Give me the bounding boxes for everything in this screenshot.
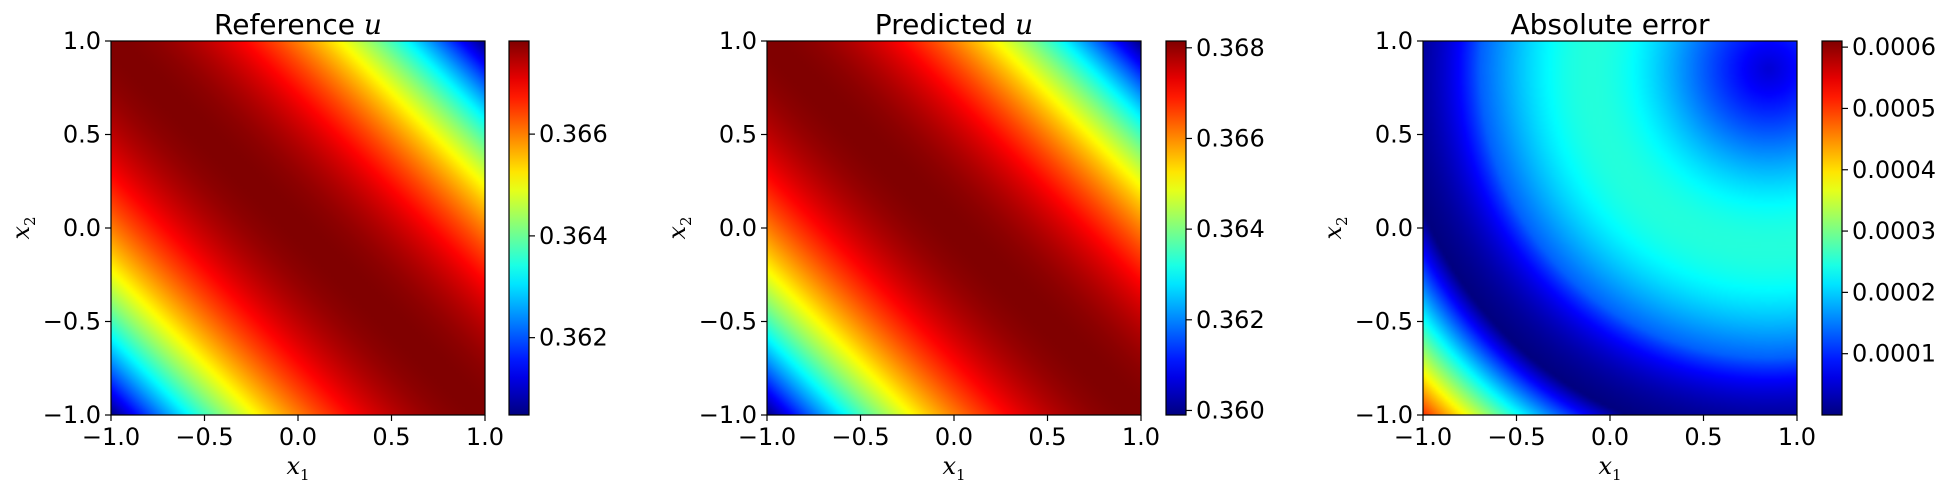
- y-tick-label: −1.0: [699, 401, 757, 429]
- x-tick-label: −1.0: [82, 423, 140, 451]
- y-axis-label: x2: [663, 216, 695, 239]
- colorbar-tick-label: 0.364: [539, 222, 608, 250]
- colorbar-tick-label: 0.368: [1196, 34, 1265, 62]
- y-tick-label: −0.5: [43, 308, 101, 336]
- y-tick-label: 0.0: [719, 214, 757, 242]
- colorbar-tick-label: 0.0004: [1852, 156, 1936, 184]
- heatmap-panel-2: Predicted u −1.0 −0.5 0.0 0.5 1.0 −1.0 −0.5 0.0 0…: [663, 8, 1265, 484]
- y-tick-label: 1.0: [63, 27, 101, 55]
- x-tick-label: 1.0: [1778, 423, 1816, 451]
- x-axis-label: x1: [942, 452, 965, 484]
- y-tick-label: 1.0: [1375, 27, 1413, 55]
- x-tick-label: −1.0: [738, 423, 796, 451]
- x-tick-label: 0.0: [935, 423, 973, 451]
- y-tick-label: 0.5: [63, 121, 101, 149]
- colorbar-tick-label: 0.360: [1196, 396, 1265, 424]
- x-axis-label: x1: [1598, 452, 1621, 484]
- x-axis-label: x1: [286, 452, 309, 484]
- colorbar: [508, 40, 530, 416]
- x-tick-label: 0.5: [372, 423, 410, 451]
- colorbar-tick-label: 0.366: [539, 120, 608, 148]
- heatmap-image: [1423, 41, 1797, 415]
- y-tick-label: 1.0: [719, 27, 757, 55]
- colorbar-tick-label: 0.366: [1196, 124, 1265, 152]
- colorbar-tick-label: 0.0005: [1852, 94, 1936, 122]
- x-tick-label: 1.0: [466, 423, 504, 451]
- y-axis-label: x2: [7, 216, 39, 239]
- y-tick-label: 0.0: [63, 214, 101, 242]
- y-tick-label: 0.5: [1375, 121, 1413, 149]
- y-tick-label: −1.0: [43, 401, 101, 429]
- colorbar: [1821, 40, 1843, 416]
- y-tick-label: 0.5: [719, 121, 757, 149]
- panel-title: Predicted u: [875, 8, 1033, 41]
- panel-title: Absolute error: [1510, 8, 1710, 41]
- colorbar-tick-label: 0.362: [1196, 306, 1265, 334]
- y-tick-label: −0.5: [699, 308, 757, 336]
- x-tick-label: −0.5: [1487, 423, 1545, 451]
- heatmap-panel-1: Reference u −1.0 −0.5 0.0 0.5 1.0 −1.0 −0.5 0.0 0…: [7, 8, 608, 484]
- colorbar: [1165, 40, 1187, 416]
- y-tick-label: −0.5: [1355, 308, 1413, 336]
- y-tick-label: −1.0: [1355, 401, 1413, 429]
- x-tick-label: 1.0: [1122, 423, 1160, 451]
- colorbar-tick-label: 0.0003: [1852, 217, 1936, 245]
- colorbar-tick-label: 0.0002: [1852, 278, 1936, 306]
- heatmap-image: [111, 41, 485, 415]
- x-tick-label: −0.5: [175, 423, 233, 451]
- heatmap-image: [767, 41, 1141, 415]
- colorbar-tick-label: 0.0001: [1852, 340, 1936, 368]
- x-tick-label: 0.0: [279, 423, 317, 451]
- colorbar-tick-label: 0.362: [539, 324, 608, 352]
- y-tick-label: 0.0: [1375, 214, 1413, 242]
- x-tick-label: 0.5: [1684, 423, 1722, 451]
- colorbar-tick-label: 0.0006: [1852, 33, 1936, 61]
- panel-title: Reference u: [214, 8, 382, 41]
- heatmap-panel-3: Absolute error −1.0 −0.5 0.0 0.5 1.0 −1.0 −0.5 0…: [1319, 8, 1936, 484]
- y-axis-label: x2: [1319, 216, 1351, 239]
- x-tick-label: −1.0: [1394, 423, 1452, 451]
- x-tick-label: 0.0: [1591, 423, 1629, 451]
- x-tick-label: −0.5: [831, 423, 889, 451]
- x-tick-label: 0.5: [1028, 423, 1066, 451]
- colorbar-tick-label: 0.364: [1196, 215, 1265, 243]
